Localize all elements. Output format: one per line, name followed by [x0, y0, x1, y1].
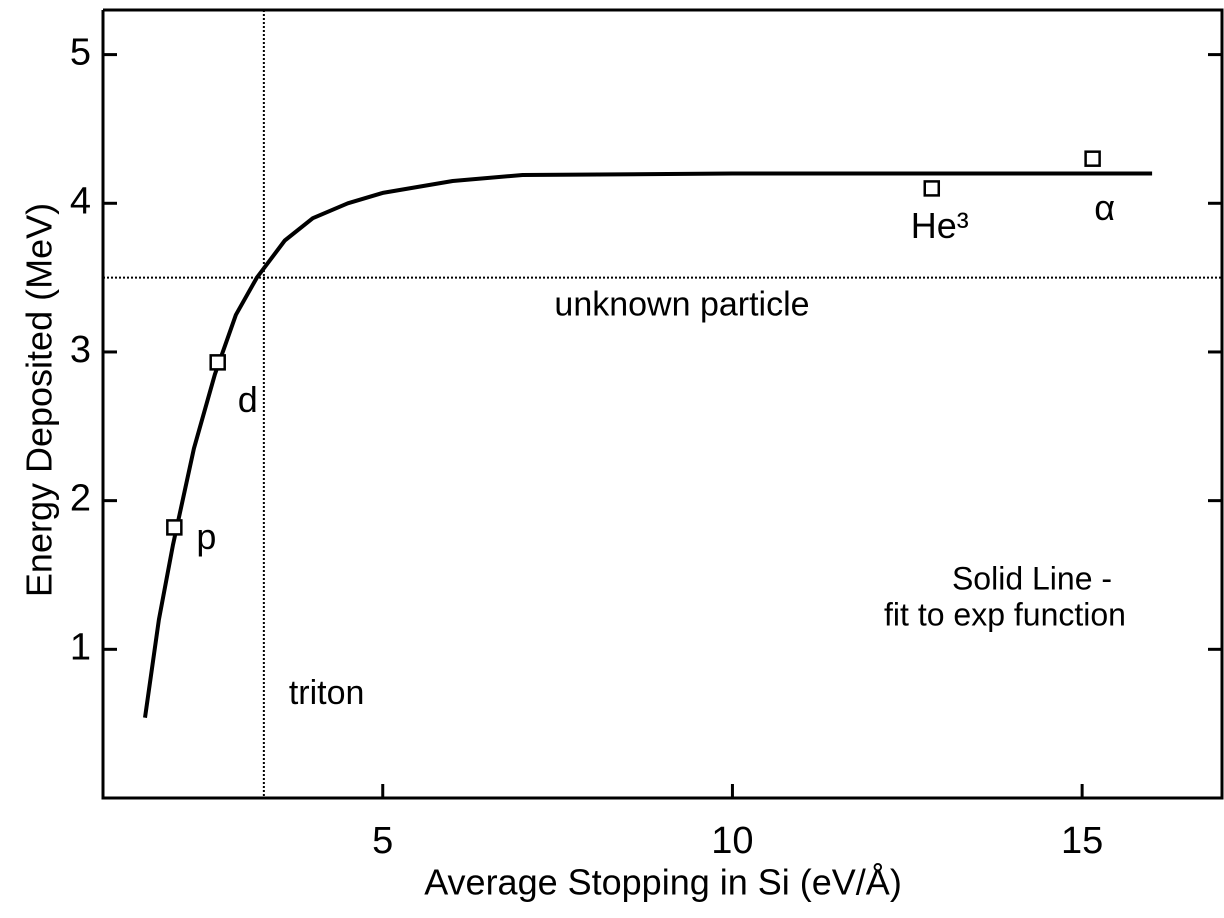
point-label: d	[238, 379, 258, 420]
y-tick-label: 3	[70, 329, 91, 371]
x-tick-label: 5	[372, 820, 393, 862]
data-point	[1084, 150, 1101, 167]
data-point	[923, 180, 941, 197]
point-label: p	[196, 516, 216, 557]
y-tick-label: 2	[70, 478, 91, 520]
reference-label: unknown particle	[554, 286, 809, 324]
y-tick-label: 4	[70, 180, 91, 222]
fit-line	[143, 171, 1153, 718]
y-tick-label: 5	[70, 32, 91, 74]
point-label: α	[1094, 187, 1115, 228]
data-point	[166, 519, 183, 536]
reference-label: triton	[289, 674, 365, 712]
y-axis-title: Energy Deposited (MeV)	[19, 203, 60, 597]
y-tick-label: 1	[70, 626, 91, 668]
annotation: Solid Line -	[952, 560, 1112, 596]
annotation: fit to exp function	[884, 596, 1126, 632]
x-tick-label: 15	[1061, 820, 1103, 862]
plot-frame	[101, 8, 1224, 800]
x-tick-label: 10	[711, 820, 753, 862]
point-label: He³	[911, 205, 969, 246]
x-axis-title: Average Stopping in Si (eV/Å)	[424, 862, 902, 903]
data-point	[209, 354, 226, 371]
